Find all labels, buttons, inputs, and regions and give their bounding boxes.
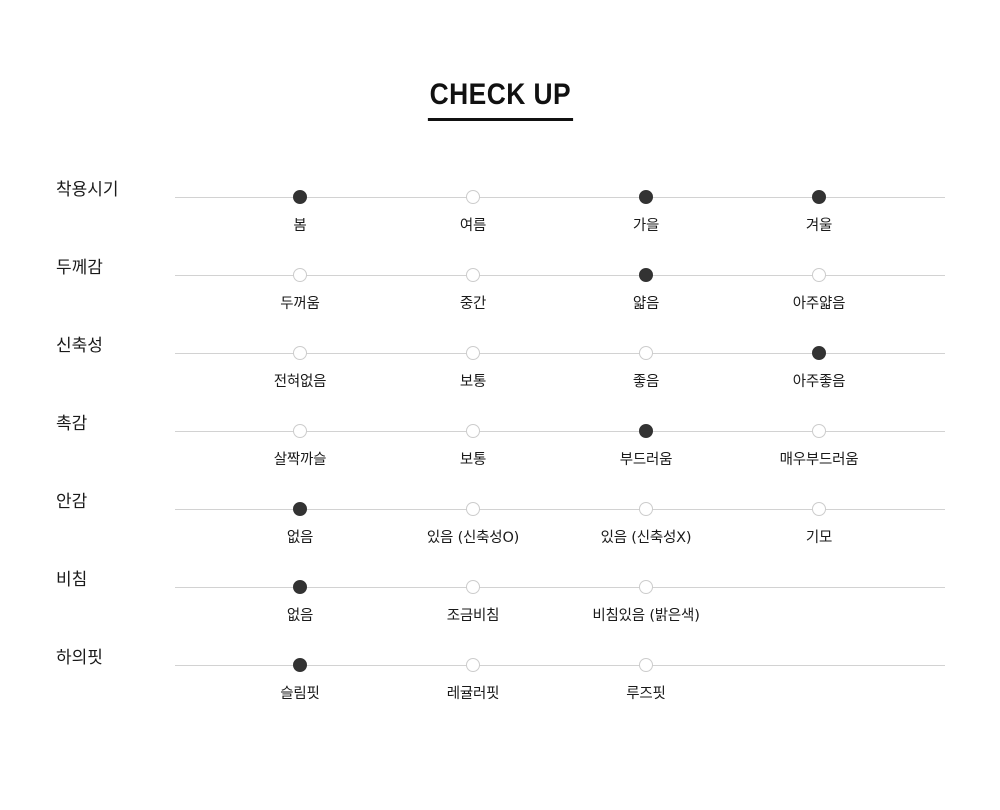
option-label: 레귤러핏 (446, 686, 500, 702)
row-axis-line (175, 197, 945, 198)
option-label: 매우부드러움 (779, 452, 859, 468)
selected-dot-icon[interactable] (293, 502, 307, 516)
option-label: 조금비침 (446, 608, 500, 624)
unselected-dot-icon[interactable] (639, 502, 653, 516)
option-label: 부드러움 (619, 452, 673, 468)
row-axis-line (175, 587, 945, 588)
selected-dot-icon[interactable] (293, 190, 307, 204)
unselected-dot-icon[interactable] (466, 346, 480, 360)
option-label: 슬림핏 (280, 686, 320, 702)
unselected-dot-icon[interactable] (812, 502, 826, 516)
option-label: 루즈핏 (626, 686, 666, 702)
option-label: 보통 (459, 374, 487, 390)
selected-dot-icon[interactable] (293, 658, 307, 672)
option-label: 아주얇음 (792, 296, 846, 312)
selected-dot-icon[interactable] (639, 424, 653, 438)
selected-dot-icon[interactable] (812, 190, 826, 204)
unselected-dot-icon[interactable] (466, 580, 480, 594)
option-label: 있음 (신축성O) (426, 530, 520, 546)
unselected-dot-icon[interactable] (812, 268, 826, 282)
check-up-chart: 착용시기 봄 여름 가을 겨울 두께감 두꺼움 중간 얇음 아주얇음 신축성 전혀없음 보통 좋음 아주좋음… (0, 176, 1000, 722)
row-label: 착용시기 (56, 180, 119, 200)
unselected-dot-icon[interactable] (466, 424, 480, 438)
row-axis-line (175, 431, 945, 432)
unselected-dot-icon[interactable] (293, 268, 307, 282)
unselected-dot-icon[interactable] (639, 346, 653, 360)
option-label: 여름 (459, 218, 487, 234)
option-label: 좋음 (632, 374, 660, 390)
option-label: 두꺼움 (280, 296, 320, 312)
option-label: 비침있음 (밝은색) (592, 608, 700, 624)
option-label: 없음 (286, 608, 314, 624)
row-label: 신축성 (56, 336, 103, 356)
page-title-wrap: CHECK UP (0, 78, 1000, 121)
unselected-dot-icon[interactable] (812, 424, 826, 438)
selected-dot-icon[interactable] (639, 190, 653, 204)
row-label: 비침 (56, 570, 88, 590)
selected-dot-icon[interactable] (293, 580, 307, 594)
unselected-dot-icon[interactable] (293, 424, 307, 438)
page-title: CHECK UP (427, 78, 573, 121)
option-label: 기모 (805, 530, 833, 546)
option-label: 얇음 (632, 296, 660, 312)
option-label: 없음 (286, 530, 314, 546)
option-label: 전혀없음 (273, 374, 327, 390)
option-label: 있음 (신축성X) (600, 530, 692, 546)
unselected-dot-icon[interactable] (293, 346, 307, 360)
row-label: 두께감 (56, 258, 103, 278)
unselected-dot-icon[interactable] (466, 502, 480, 516)
option-label: 보통 (459, 452, 487, 468)
option-label: 겨울 (805, 218, 833, 234)
row-axis-line (175, 509, 945, 510)
row-label: 안감 (56, 492, 88, 512)
row-axis-line (175, 665, 945, 666)
option-label: 가을 (632, 218, 660, 234)
row-axis-line (175, 275, 945, 276)
row-axis-line (175, 353, 945, 354)
selected-dot-icon[interactable] (639, 268, 653, 282)
unselected-dot-icon[interactable] (466, 658, 480, 672)
option-label: 아주좋음 (792, 374, 846, 390)
option-label: 봄 (293, 218, 307, 234)
unselected-dot-icon[interactable] (466, 190, 480, 204)
unselected-dot-icon[interactable] (639, 658, 653, 672)
selected-dot-icon[interactable] (812, 346, 826, 360)
row-label: 하의핏 (56, 648, 103, 668)
row-label: 촉감 (56, 414, 88, 434)
unselected-dot-icon[interactable] (639, 580, 653, 594)
option-label: 살짝까슬 (273, 452, 327, 468)
option-label: 중간 (459, 296, 487, 312)
unselected-dot-icon[interactable] (466, 268, 480, 282)
